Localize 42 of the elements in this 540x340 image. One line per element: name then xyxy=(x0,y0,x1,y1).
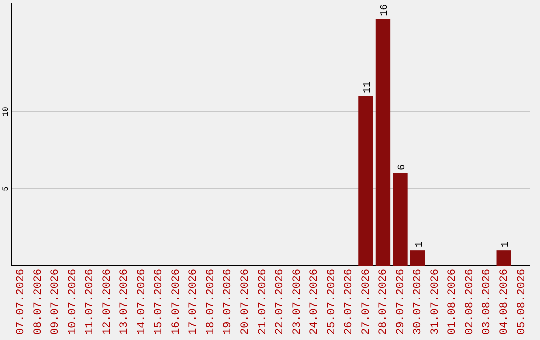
x-tick-label: 26.07.2026 xyxy=(344,268,356,336)
data-label: 16 xyxy=(380,4,392,16)
x-tick-label: 20.07.2026 xyxy=(240,268,252,336)
x-tick-label: 13.07.2026 xyxy=(119,268,132,336)
x-tick-label: 14.07.2026 xyxy=(136,268,148,336)
x-tick-label: 04.08.2026 xyxy=(499,268,512,336)
x-tick-label: 19.07.2026 xyxy=(222,268,235,336)
x-tick-label: 25.07.2026 xyxy=(326,268,338,336)
x-tick-label: 18.07.2026 xyxy=(205,268,218,336)
x-tick-label: 02.08.2026 xyxy=(464,268,476,336)
x-tick-label: 03.08.2026 xyxy=(482,268,494,336)
data-label: 1 xyxy=(501,242,512,248)
x-tick-label: 29.07.2026 xyxy=(395,268,408,336)
bar xyxy=(358,96,374,266)
data-label: 11 xyxy=(362,81,374,94)
bar xyxy=(393,174,408,266)
x-tick-label: 05.08.2026 xyxy=(516,268,528,336)
y-tick-label: 5 xyxy=(2,186,11,192)
x-tick-label: 10.07.2026 xyxy=(67,268,80,336)
x-tick-label: 31.07.2026 xyxy=(430,268,442,336)
x-tick-label: 28.07.2026 xyxy=(378,268,390,336)
x-tick-label: 23.07.2026 xyxy=(292,268,304,336)
x-tick-label: 12.07.2026 xyxy=(102,268,114,336)
x-tick-label: 11.07.2026 xyxy=(84,268,97,336)
bar xyxy=(376,19,391,266)
x-tick-label: 15.07.2026 xyxy=(154,268,166,336)
bar xyxy=(496,250,512,266)
x-tick-label: 07.07.2026 xyxy=(16,268,28,336)
x-tick-label: 08.07.2026 xyxy=(32,268,45,336)
x-tick-label: 16.07.2026 xyxy=(170,268,183,336)
bar xyxy=(410,250,426,266)
x-tick-label: 01.08.2026 xyxy=(447,268,460,336)
x-tick-label: 30.07.2026 xyxy=(412,268,425,336)
y-tick-label: 10 xyxy=(2,106,11,117)
data-label: 6 xyxy=(398,164,408,171)
x-tick-label: 22.07.2026 xyxy=(274,268,287,336)
data-label: 1 xyxy=(414,242,426,248)
x-tick-label: 17.07.2026 xyxy=(188,268,200,336)
x-tick-label: 24.07.2026 xyxy=(309,268,322,336)
x-tick-label: 09.07.2026 xyxy=(50,268,62,336)
x-tick-label: 21.07.2026 xyxy=(257,268,270,336)
x-tick-label: 27.07.2026 xyxy=(360,268,373,336)
